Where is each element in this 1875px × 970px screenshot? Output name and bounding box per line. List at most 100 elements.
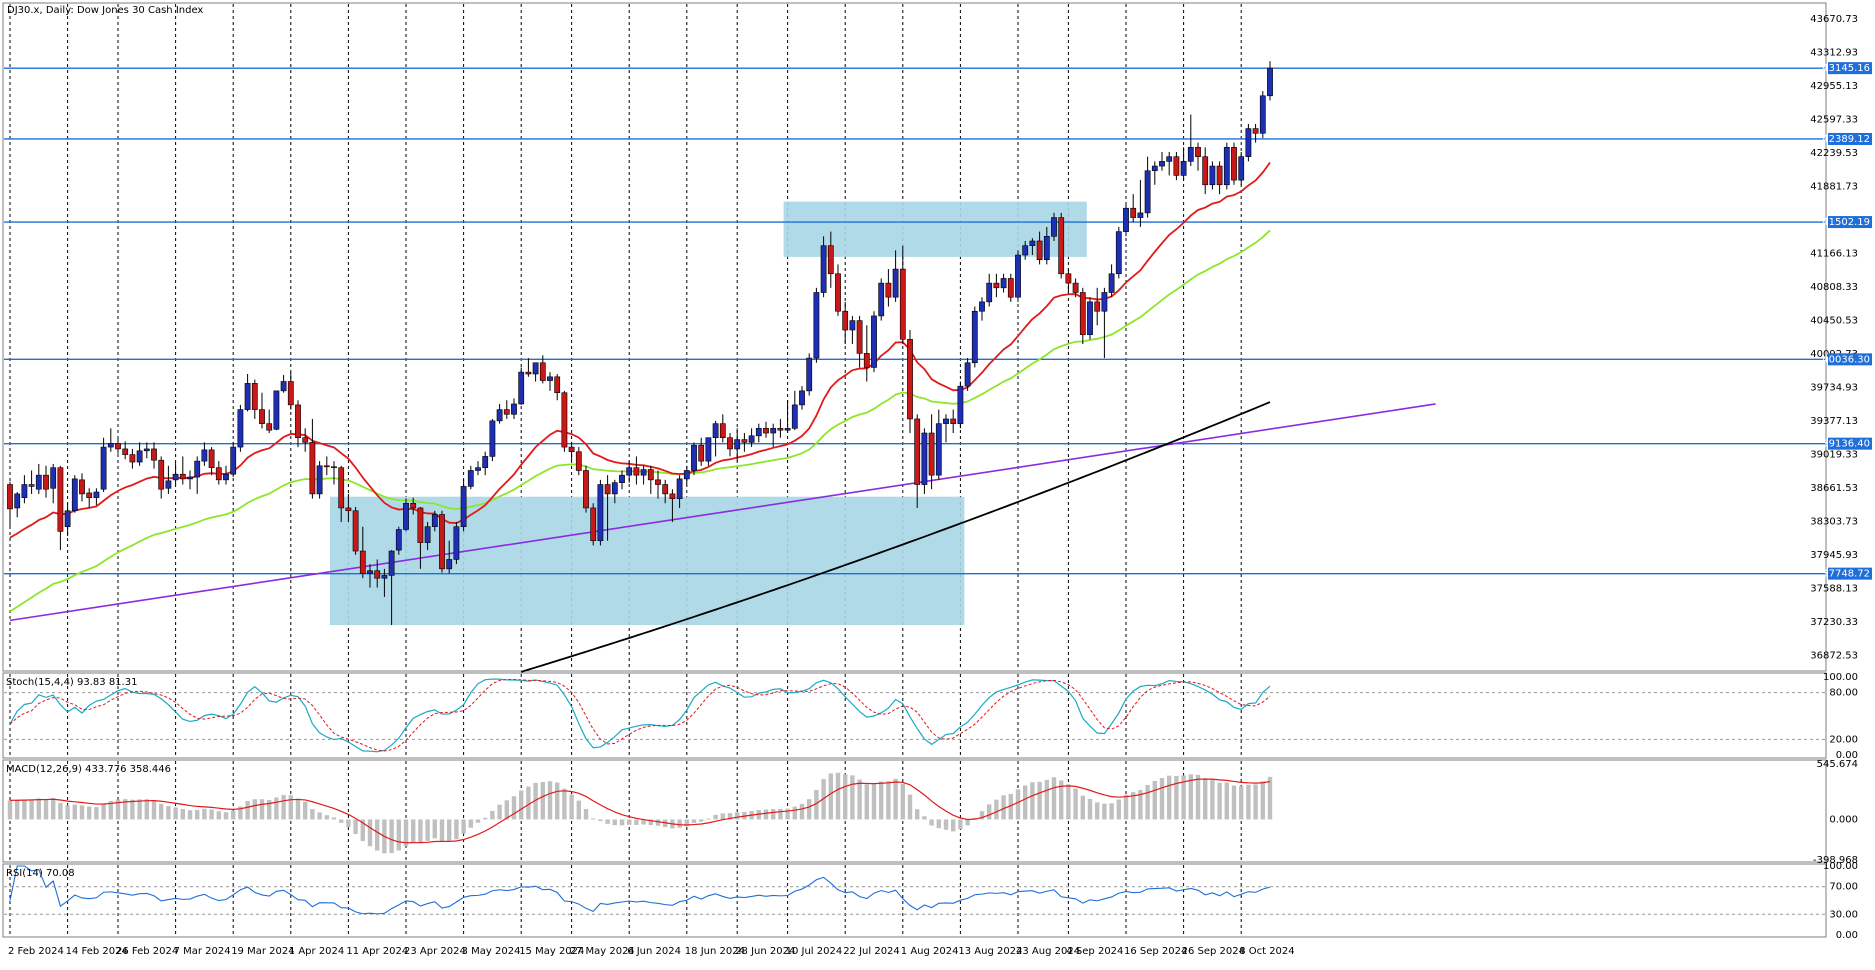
candle-body [496,409,503,422]
candle-body [1058,217,1065,275]
candle-body [446,559,453,570]
candles [7,61,1273,626]
macd-bar [533,782,538,820]
candle-body [1180,161,1187,176]
candle-body [727,437,733,450]
date-tick-label: 1 Aug 2024 [901,946,959,957]
ma-200-line [520,401,1271,673]
macd-bar [15,800,20,820]
macd-bar [389,819,394,854]
macd-bar [331,817,337,820]
candle-body [223,473,229,481]
macd-bar [252,799,257,820]
candle-body [676,478,683,499]
macd-bar [166,806,171,820]
candle-body [957,385,964,424]
macd-bar [1138,789,1143,820]
macd-bar [79,805,85,820]
macd-bar [871,784,877,820]
candle-body [115,443,121,450]
price-tick-label: 43312.93 [1810,47,1858,58]
macd-bar [648,819,653,826]
candle-body [626,467,633,476]
candle-body [547,376,553,381]
date-tick-label: 14 Feb 2024 [66,946,128,957]
candle-body [791,404,798,429]
candle-body [683,470,690,480]
candle-body [597,484,604,542]
macd-bar [375,819,380,851]
macd-bar [1174,775,1179,820]
macd-bar [51,798,56,820]
macd-bar [699,819,704,822]
macd-bar [569,794,574,820]
price-tick-label: 41881.73 [1810,181,1858,192]
candle-body [755,428,762,437]
zone-rect [783,201,1087,257]
price-tick-label: 37588.13 [1810,584,1858,595]
candle-body [928,432,935,476]
candle-body [899,268,906,340]
candle-body [201,449,208,462]
candle-body [489,420,496,457]
macd-bar [1159,777,1165,820]
candle-body [583,470,589,509]
macd-bar [454,819,459,840]
candle-body [367,570,373,574]
level-tag-label: 39136.40 [1822,439,1870,450]
candle-body [748,435,755,443]
macd-bar [504,800,509,820]
candle-body [1166,156,1173,162]
price-tick-label: 43670.73 [1810,14,1858,25]
zone-rect [330,496,965,626]
candle-body [763,428,769,434]
macd-bar [411,819,416,843]
candle-body [266,423,273,431]
macd-bar [763,809,769,820]
macd-bar [1231,785,1237,820]
macd-bar [943,819,949,830]
macd-bar [115,799,121,820]
macd-bar [1246,784,1251,820]
macd-bar [187,810,193,820]
macd-bar [835,772,841,820]
candle-body [914,418,921,485]
date-tick-label: 22 Jul 2024 [843,946,900,957]
candle-body [1245,128,1252,157]
macd-bar [965,819,970,826]
macd-bar [281,794,286,820]
candle-body [273,390,280,430]
candle-body [215,467,222,481]
candle-body [669,493,676,499]
macd-bar [900,783,905,820]
macd-bar [231,810,236,820]
macd-bar [526,786,531,820]
macd-bar [1080,795,1085,820]
macd-bar [706,818,711,820]
candle-body [806,357,813,392]
candle-body [950,418,957,424]
stoch-tick-label: 20.00 [1829,734,1858,745]
level-tag-label: 41502.19 [1822,217,1870,228]
macd-bar [209,809,214,820]
price-axis: 43670.73 43312.93 42955.13 42597.33 42239.53… [1810,14,1858,662]
candle-body [151,448,157,461]
candle-body [1015,254,1021,298]
macd-bar [1167,775,1172,820]
macd-bar [1152,780,1157,820]
candle-body [633,467,640,476]
candle-body [1087,301,1093,335]
candle-body [1123,207,1129,232]
macd-bar [605,819,610,824]
macd-bar [1066,784,1071,820]
candle-body [64,510,71,527]
candle-body [532,362,539,375]
candle-body [50,467,57,489]
candle-body [158,459,165,490]
macd-bar [1181,775,1186,820]
price-tick-label: 42955.13 [1810,81,1858,92]
candle-body [907,339,913,420]
candle-body [979,301,985,312]
